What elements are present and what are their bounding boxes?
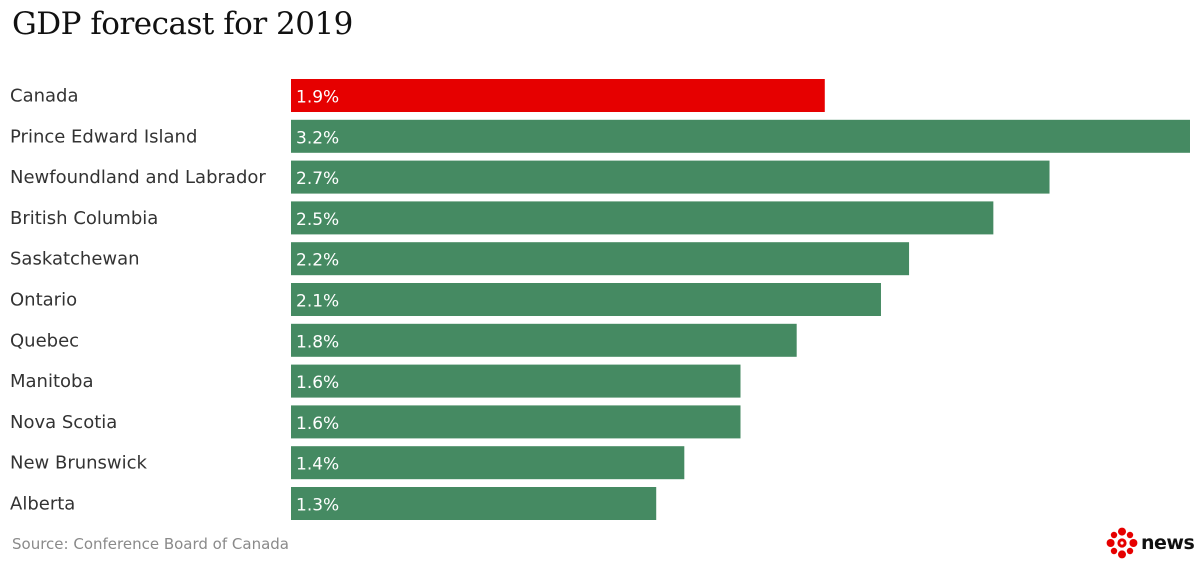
category-label: Saskatchewan xyxy=(10,249,140,270)
category-label: Alberta xyxy=(10,494,75,515)
bar xyxy=(291,160,1050,194)
category-label: Prince Edward Island xyxy=(10,126,197,147)
bar xyxy=(291,446,685,480)
bar xyxy=(291,405,741,439)
brand-text: news xyxy=(1141,532,1195,554)
cbc-news-logo: news xyxy=(1106,527,1195,559)
bar xyxy=(291,487,657,520)
bar xyxy=(291,119,1190,153)
bar-highlight xyxy=(291,79,825,112)
value-label: 1.3% xyxy=(296,496,339,516)
category-label: Ontario xyxy=(10,290,77,311)
bar-chart: Canada 1.9% Prince Edward Island 3.2% Newfou… xyxy=(10,79,1190,520)
value-label: 1.6% xyxy=(296,414,339,434)
category-label: Newfoundland and Labrador xyxy=(10,167,266,188)
value-label: 2.5% xyxy=(296,210,339,230)
category-label: Nova Scotia xyxy=(10,412,117,433)
value-label: 1.9% xyxy=(296,88,339,108)
value-label: 1.6% xyxy=(296,373,339,393)
category-label: Canada xyxy=(10,86,79,107)
bar xyxy=(291,201,994,235)
category-label: British Columbia xyxy=(10,208,158,229)
value-label: 1.8% xyxy=(296,332,339,352)
value-label: 1.4% xyxy=(296,455,339,475)
bar xyxy=(291,283,881,316)
source-note: Source: Conference Board of Canada xyxy=(12,535,289,553)
category-label: New Brunswick xyxy=(10,453,148,474)
chart-title: GDP forecast for 2019 xyxy=(12,6,353,42)
category-label: Quebec xyxy=(10,330,79,351)
value-label: 2.2% xyxy=(296,251,339,271)
category-label: Manitoba xyxy=(10,371,94,392)
value-label: 2.1% xyxy=(296,292,339,312)
bar xyxy=(291,364,741,398)
value-label: 2.7% xyxy=(296,169,339,189)
value-label: 3.2% xyxy=(296,128,339,148)
bar xyxy=(291,323,797,357)
cbc-gem-icon xyxy=(1106,527,1138,559)
bar xyxy=(291,242,910,276)
